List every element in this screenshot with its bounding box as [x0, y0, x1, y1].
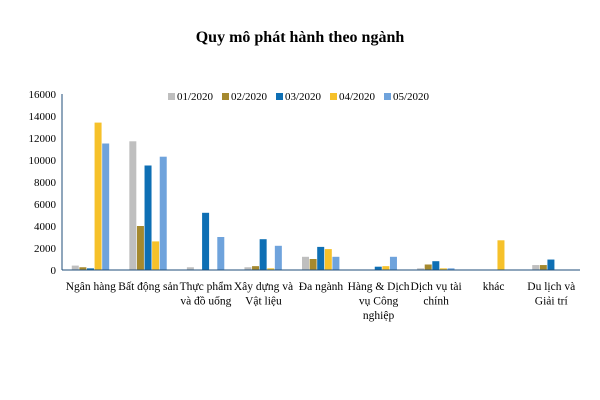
bar-03-2020 [86, 268, 94, 270]
bar-05-2020 [389, 256, 397, 270]
y-tick-label: 10000 [29, 155, 57, 167]
bar-05-2020 [274, 245, 282, 270]
legend-swatch [276, 93, 283, 100]
legend-label: 02/2020 [231, 91, 268, 103]
bar-03-2020 [259, 239, 267, 270]
bar-04-2020 [94, 122, 102, 270]
legend-swatch [384, 93, 391, 100]
y-tick-label: 16000 [29, 89, 57, 101]
bar-04-2020 [152, 241, 160, 270]
bar-03-2020 [432, 261, 440, 270]
bar-01-2020 [302, 256, 309, 270]
bar-04-2020 [497, 240, 505, 270]
x-category-label: Ngân hàng [66, 281, 116, 293]
legend-swatch [330, 93, 337, 100]
x-category-label: Xây dựng và [234, 281, 293, 293]
bar-03-2020 [374, 266, 382, 270]
y-tick-label: 12000 [29, 133, 57, 145]
bar-05-2020 [217, 237, 225, 270]
bar-05-2020 [447, 268, 455, 270]
bar-04-2020 [324, 249, 332, 270]
bars [71, 122, 555, 270]
legend-label: 04/2020 [339, 91, 376, 103]
y-tick-label: 4000 [34, 221, 57, 233]
bar-01-2020 [186, 267, 194, 270]
bar-02-2020 [309, 259, 317, 270]
x-category-label: và đồ uống [180, 295, 231, 308]
x-category-label: Đa ngành [299, 281, 344, 293]
y-tick-label: 0 [51, 265, 57, 277]
bar-04-2020 [267, 268, 275, 270]
x-category-label: Giải trí [535, 296, 569, 308]
x-category-label: khác [483, 281, 505, 293]
bar-02-2020 [136, 226, 144, 270]
x-category-label: chính [423, 296, 449, 308]
x-category-label: nghiệp [363, 310, 395, 322]
bar-04-2020 [382, 266, 390, 270]
bar-01-2020 [532, 265, 540, 270]
legend-swatch [168, 93, 175, 100]
y-tick-label: 6000 [34, 199, 57, 211]
x-category-label: Bất động sản [118, 280, 178, 293]
bar-01-2020 [417, 268, 425, 270]
legend-label: 05/2020 [393, 91, 430, 103]
legend-label: 01/2020 [177, 91, 214, 103]
x-category-label: vụ Công [359, 296, 399, 308]
bar-03-2020 [144, 165, 152, 270]
y-axis: 0 2000 4000 6000 8000 10000 12000 14000 16000 [29, 89, 63, 277]
legend: 01/2020 02/2020 03/2020 04/2020 05/2020 [168, 91, 430, 103]
bar-02-2020 [252, 266, 260, 270]
bar-02-2020 [424, 264, 432, 270]
bar-03-2020 [547, 259, 555, 270]
bar-03-2020 [317, 246, 325, 270]
bar-04-2020 [439, 268, 447, 270]
x-category-label: Hàng & Dịch [348, 281, 410, 293]
x-category-label: Vật liệu [245, 296, 282, 308]
x-category-label: Du lịch và [527, 281, 575, 293]
bar-05-2020 [332, 256, 340, 270]
bar-01-2020 [71, 265, 79, 270]
bar-01-2020 [129, 141, 137, 270]
x-axis: Ngân hàng Bất động sản Thực phẩm và đồ uống… [62, 269, 580, 322]
x-category-label: Dịch vụ tài [411, 281, 462, 293]
bar-01-2020 [244, 267, 252, 270]
y-tick-label: 2000 [34, 243, 57, 255]
x-category-label: Thực phẩm [180, 280, 233, 293]
legend-swatch [222, 93, 229, 100]
y-tick-label: 8000 [34, 177, 57, 189]
bar-02-2020 [79, 267, 87, 270]
legend-label: 03/2020 [285, 91, 322, 103]
bar-03-2020 [202, 212, 210, 270]
bar-02-2020 [539, 265, 547, 270]
bar-05-2020 [102, 143, 110, 270]
chart-title: Quy mô phát hành theo ngành [196, 29, 405, 46]
bar-05-2020 [159, 156, 167, 270]
y-tick-label: 14000 [29, 111, 57, 123]
